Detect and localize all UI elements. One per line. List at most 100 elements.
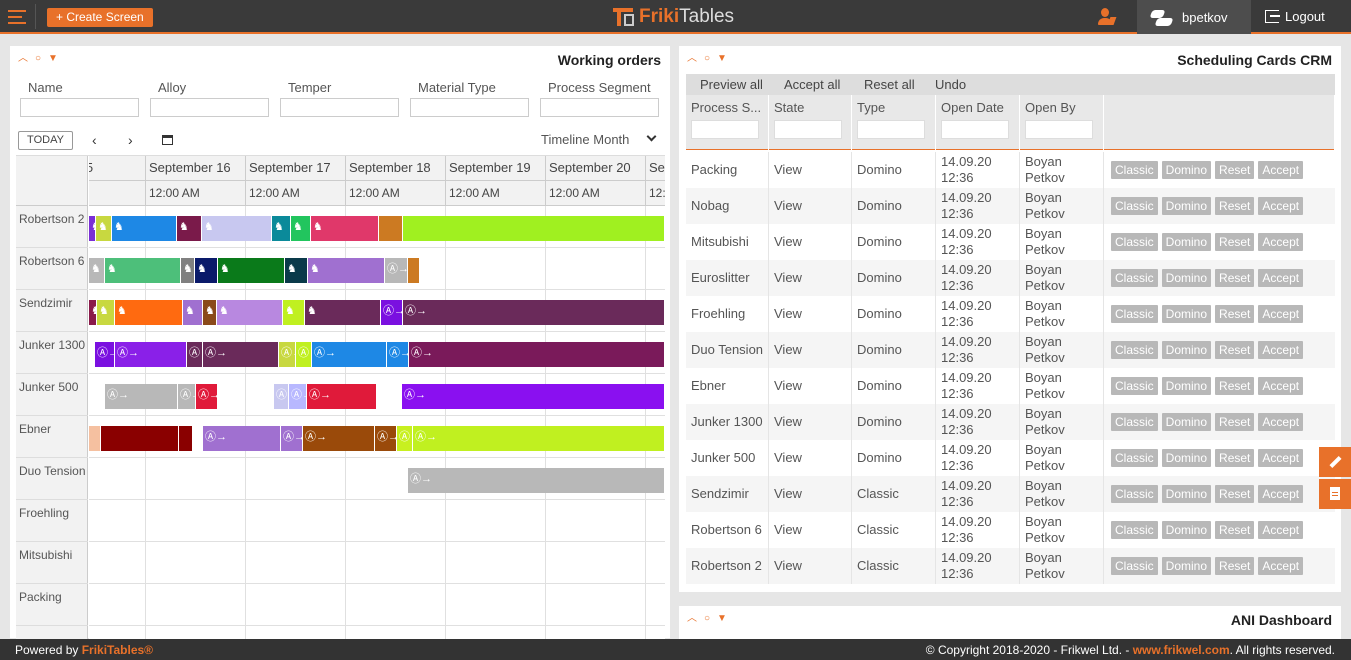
- cell-state[interactable]: View: [769, 260, 852, 296]
- collapse-icon[interactable]: ︿: [18, 53, 28, 64]
- accept-button[interactable]: Accept: [1258, 269, 1304, 287]
- order-bar[interactable]: ♞: [218, 258, 285, 283]
- column-header[interactable]: State: [769, 95, 852, 150]
- order-bar[interactable]: ♞: [105, 258, 181, 283]
- filter-input[interactable]: [280, 98, 399, 117]
- order-bar[interactable]: Ⓐ→: [274, 384, 298, 409]
- order-bar[interactable]: Ⓐ→: [281, 426, 305, 451]
- order-bar[interactable]: Ⓐ→: [289, 384, 313, 409]
- cell-state[interactable]: View: [769, 476, 852, 512]
- undo-button[interactable]: Undo: [935, 77, 967, 92]
- order-bar[interactable]: Ⓐ→: [115, 342, 187, 367]
- reset-button[interactable]: Reset: [1215, 233, 1255, 251]
- order-bar[interactable]: ♞: [115, 300, 183, 325]
- reset-button[interactable]: Reset: [1215, 161, 1255, 179]
- order-bar[interactable]: ♞: [202, 216, 272, 241]
- order-bar[interactable]: Ⓐ→: [403, 300, 665, 325]
- reset-button[interactable]: Reset: [1215, 305, 1255, 323]
- domino-button[interactable]: Domino: [1161, 305, 1212, 323]
- column-filter-input[interactable]: [857, 120, 925, 139]
- order-bar[interactable]: Ⓐ→: [312, 342, 387, 367]
- cell-state[interactable]: View: [769, 152, 852, 188]
- collapse-icon[interactable]: ︿: [687, 613, 697, 624]
- classic-button[interactable]: Classic: [1111, 377, 1158, 395]
- order-bar[interactable]: ♞: [181, 258, 195, 283]
- user-block[interactable]: bpetkov: [1137, 0, 1251, 34]
- accept-button[interactable]: Accept: [1258, 341, 1304, 359]
- order-bar[interactable]: ♞: [183, 300, 203, 325]
- cell-state[interactable]: View: [769, 368, 852, 404]
- classic-button[interactable]: Classic: [1111, 521, 1158, 539]
- domino-button[interactable]: Domino: [1161, 341, 1212, 359]
- order-bar[interactable]: ♞: [203, 300, 217, 325]
- order-bar[interactable]: ♞: [96, 216, 112, 241]
- order-bar[interactable]: ♞: [89, 258, 105, 283]
- classic-button[interactable]: Classic: [1111, 449, 1158, 467]
- refresh-icon[interactable]: ○: [703, 53, 711, 64]
- order-bar[interactable]: ♞: [308, 258, 385, 283]
- accept-button[interactable]: Accept: [1258, 161, 1304, 179]
- order-bar[interactable]: ♞: [283, 300, 305, 325]
- domino-button[interactable]: Domino: [1161, 485, 1212, 503]
- domino-button[interactable]: Domino: [1161, 413, 1212, 431]
- domino-button[interactable]: Domino: [1161, 197, 1212, 215]
- order-bar[interactable]: Ⓐ→: [296, 342, 320, 367]
- accept-button[interactable]: Accept: [1258, 413, 1304, 431]
- today-button[interactable]: TODAY: [18, 131, 73, 150]
- column-header[interactable]: Open Date: [936, 95, 1020, 150]
- column-header[interactable]: Open By: [1020, 95, 1104, 150]
- filter-input[interactable]: [150, 98, 269, 117]
- refresh-icon[interactable]: ○: [34, 53, 42, 64]
- domino-button[interactable]: Domino: [1161, 521, 1212, 539]
- order-bar[interactable]: Ⓐ→: [303, 426, 375, 451]
- domino-button[interactable]: Domino: [1161, 377, 1212, 395]
- order-bar[interactable]: Ⓐ→: [397, 426, 421, 451]
- order-bar[interactable]: Ⓐ→: [387, 342, 411, 367]
- order-bar[interactable]: Ⓐ→: [187, 342, 211, 367]
- order-bar[interactable]: ♞: [112, 216, 177, 241]
- reset-button[interactable]: Reset: [1215, 413, 1255, 431]
- domino-button[interactable]: Domino: [1161, 557, 1212, 575]
- column-filter-input[interactable]: [774, 120, 842, 139]
- order-bar[interactable]: [101, 426, 179, 451]
- order-bar[interactable]: ♞: [177, 216, 202, 241]
- reset-button[interactable]: Reset: [1215, 485, 1255, 503]
- logout-button[interactable]: Logout: [1265, 9, 1325, 24]
- filter-icon[interactable]: ▼: [717, 53, 727, 64]
- domino-button[interactable]: Domino: [1161, 161, 1212, 179]
- domino-button[interactable]: Domino: [1161, 233, 1212, 251]
- accept-button[interactable]: Accept: [1258, 485, 1304, 503]
- order-bar[interactable]: ♞: [285, 258, 308, 283]
- create-screen-button[interactable]: + Create Screen: [47, 8, 153, 27]
- order-bar[interactable]: ♞: [97, 300, 115, 325]
- prev-icon[interactable]: ‹: [92, 132, 97, 148]
- order-bar[interactable]: Ⓐ→: [307, 384, 377, 409]
- accept-button[interactable]: Accept: [1258, 557, 1304, 575]
- order-bar[interactable]: [179, 426, 193, 451]
- column-filter-input[interactable]: [941, 120, 1009, 139]
- filter-icon[interactable]: ▼: [717, 613, 727, 624]
- filter-input[interactable]: [20, 98, 139, 117]
- user-settings-icon[interactable]: [1096, 7, 1117, 27]
- accept-button[interactable]: Accept: [1258, 521, 1304, 539]
- order-bar[interactable]: [89, 426, 101, 451]
- reset-button[interactable]: Reset: [1215, 521, 1255, 539]
- order-bar[interactable]: ♞: [291, 216, 311, 241]
- order-bar[interactable]: Ⓐ→: [95, 342, 119, 367]
- cell-state[interactable]: View: [769, 188, 852, 224]
- order-bar[interactable]: Ⓐ→: [381, 300, 405, 325]
- cell-state[interactable]: View: [769, 440, 852, 476]
- order-bar[interactable]: Ⓐ→: [105, 384, 178, 409]
- cell-state[interactable]: View: [769, 224, 852, 260]
- domino-button[interactable]: Domino: [1161, 269, 1212, 287]
- order-bar[interactable]: Ⓐ→: [178, 384, 202, 409]
- reset-all-button[interactable]: Reset all: [864, 77, 915, 92]
- refresh-icon[interactable]: ○: [703, 613, 711, 624]
- cell-state[interactable]: View: [769, 548, 852, 584]
- order-bar[interactable]: ♞: [305, 300, 381, 325]
- calendar-icon[interactable]: [162, 135, 173, 145]
- document-button[interactable]: [1319, 479, 1351, 509]
- filter-input[interactable]: [410, 98, 529, 117]
- order-bar[interactable]: ♞: [311, 216, 379, 241]
- edit-button[interactable]: [1319, 447, 1351, 477]
